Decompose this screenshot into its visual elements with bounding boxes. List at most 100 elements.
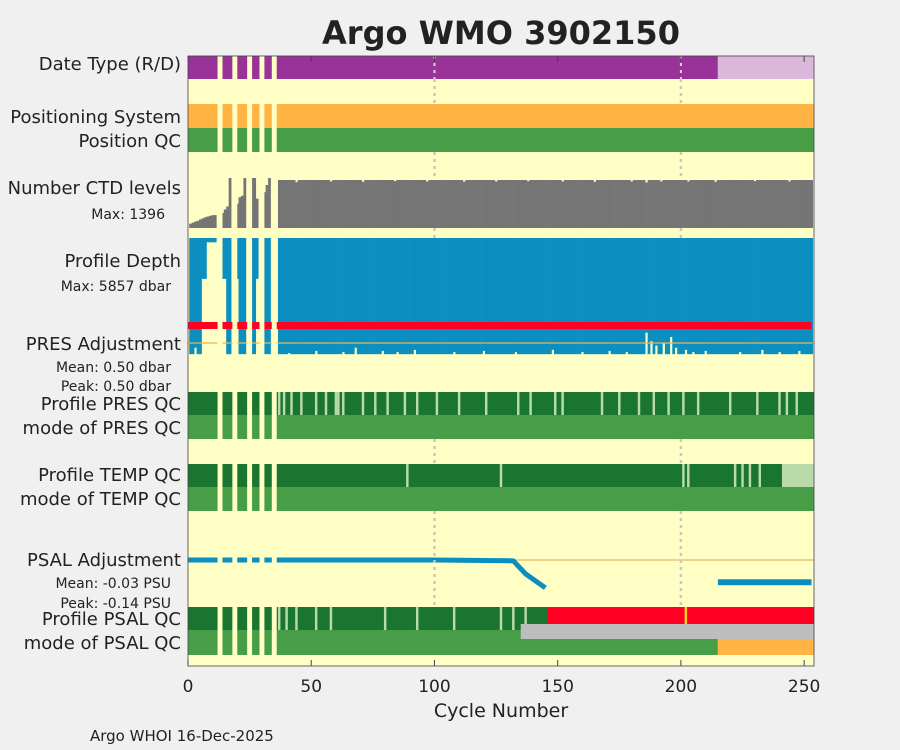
ctd-levels-histogram-bar — [504, 180, 508, 228]
missing-cycle-gaps — [217, 56, 277, 666]
profile-psal-qc-band-light-cycle — [524, 607, 527, 630]
ctd-levels-histogram-bar — [598, 180, 602, 228]
profile-depth-bars-bar — [371, 238, 375, 355]
profile-depth-bars-bar — [489, 238, 493, 355]
ctd-levels-histogram-bar — [756, 180, 759, 228]
profile-depth-bars-bar — [805, 238, 809, 355]
ctd-levels-histogram-bar — [509, 180, 513, 228]
profile-depth-bars-bar — [553, 238, 557, 355]
profile-pres-qc-band-light-cycle — [337, 392, 340, 415]
profile-depth-bars-bar — [738, 238, 742, 353]
profile-depth-bars-bar — [669, 238, 673, 337]
data-bands — [188, 56, 814, 655]
profile-depth-bars-bar — [507, 238, 510, 355]
profile-depth-bars-bar — [600, 238, 604, 355]
ctd-levels-histogram-bar — [770, 180, 774, 228]
profile-depth-bars-bar — [761, 238, 764, 350]
profile-depth-bars-bar — [460, 238, 464, 355]
position-qc-band — [188, 128, 814, 152]
profile-depth-bars-bar — [512, 238, 515, 355]
ctd-levels-histogram-bar — [268, 178, 271, 228]
profile-depth-bars-bar — [539, 238, 542, 355]
profile-depth-bars-bar — [704, 238, 708, 351]
profile-depth-bars-bar — [719, 238, 722, 355]
ctd-levels-histogram-bar — [724, 180, 727, 228]
profile-psal-qc-band-light-cycle — [314, 607, 318, 630]
ctd-levels-histogram-bar — [699, 180, 703, 228]
ctd-levels-histogram-bar — [255, 198, 259, 228]
profile-depth-bars-bar — [502, 238, 505, 355]
profile-depth-bars-bar — [484, 238, 488, 355]
profile-depth-bars-bar — [312, 238, 316, 355]
ctd-levels-histogram-bar — [408, 180, 412, 228]
profile-depth-bars-bar — [765, 238, 769, 355]
ctd-levels-histogram-bar — [307, 180, 311, 228]
ctd-levels-histogram-bar — [388, 180, 392, 228]
profile-depth-bars-bar — [477, 238, 481, 355]
profile-depth-bars-bar — [558, 238, 562, 355]
profile-depth-bars-bar — [226, 238, 229, 355]
profile-depth-bars-bar — [418, 238, 422, 355]
profile-depth-bars-bar — [783, 238, 786, 355]
ctd-levels-histogram-bar — [706, 180, 710, 228]
ctd-levels-histogram-bar — [381, 180, 385, 228]
profile-depth-bars-bar — [465, 238, 469, 355]
ctd-levels-histogram-bar — [664, 180, 668, 228]
profile-depth-bars-bar — [578, 238, 582, 355]
profile-depth-bars-bar — [305, 238, 308, 355]
profile-depth-bars-bar — [716, 238, 720, 355]
guide-lines — [433, 56, 683, 607]
ctd-levels-histogram-bar — [484, 180, 488, 228]
ctd-levels-histogram-bar — [549, 180, 552, 228]
profile-depth-bars-bar — [674, 238, 678, 348]
profile-depth-bars-bar — [541, 238, 545, 355]
ctd-levels-histogram-bar — [778, 180, 782, 228]
profile-depth-bars-bar — [425, 238, 429, 355]
ctd-levels-histogram-bar — [329, 181, 333, 228]
profile-depth-bars-bar — [531, 238, 535, 355]
profile-depth-bars-bar — [731, 238, 735, 355]
psal-adjustment-series — [188, 557, 814, 590]
profile-depth-bars-bar — [499, 238, 503, 355]
profile-depth-bars-bar — [361, 238, 365, 355]
ctd-levels-histogram-bar — [430, 180, 434, 228]
profile-depth-bars-bar — [408, 238, 412, 355]
profile-depth-bars-bar — [561, 238, 565, 355]
ctd-levels-histogram-bar — [726, 180, 730, 228]
x-tick-label: 200 — [665, 677, 697, 697]
ctd-levels-histogram-bar — [669, 180, 673, 228]
profile-depth-bars-bar — [403, 238, 407, 355]
x-tick-label: 50 — [300, 677, 322, 697]
ctd-levels-histogram-bar — [423, 180, 427, 228]
ctd-levels-histogram-bar — [578, 180, 582, 228]
label-profile-depth: Profile Depth — [64, 251, 181, 272]
profile-depth-bars-bar — [462, 238, 466, 355]
ctd-levels-histogram-bar — [637, 180, 641, 228]
profile-depth-bars-bar — [401, 238, 404, 355]
ctd-levels-histogram-bar — [793, 180, 796, 228]
ctd-levels-histogram-bar — [475, 180, 478, 228]
profile-pres-qc-band-light-cycle — [785, 392, 789, 415]
ctd-levels-histogram-bar — [334, 180, 338, 228]
ctd-levels-histogram-bar — [568, 180, 572, 228]
ctd-levels-histogram-bar — [635, 180, 639, 228]
profile-pres-qc-band-light-cycle — [435, 392, 439, 415]
ctd-levels-histogram-bar — [743, 180, 747, 228]
ctd-levels-histogram-bar — [655, 180, 658, 228]
profile-pres-qc-band-light-cycle — [415, 392, 419, 415]
x-axis-ticks: 0 50 100 150 200 250 — [183, 56, 820, 697]
pres-peak-label: Peak: 0.50 dbar — [61, 379, 171, 395]
ctd-levels-histogram-bar — [393, 181, 397, 228]
profile-depth-bars-bar — [637, 238, 641, 355]
profile-depth-bars-bar — [285, 238, 289, 355]
ctd-levels-histogram-bar — [489, 180, 493, 228]
profile-pres-qc-band-light-cycle — [618, 392, 621, 415]
ctd-levels-histogram-bar — [359, 180, 363, 228]
ctd-levels-histogram-bar — [349, 180, 353, 228]
profile-depth-bars-bar — [526, 238, 530, 355]
profile-temp-qc-band-light-cycle — [741, 464, 744, 487]
profile-depth-bars-bar — [763, 238, 767, 355]
ctd-levels-histogram-bar — [433, 180, 436, 228]
ctd-levels-histogram-bar — [788, 181, 791, 228]
